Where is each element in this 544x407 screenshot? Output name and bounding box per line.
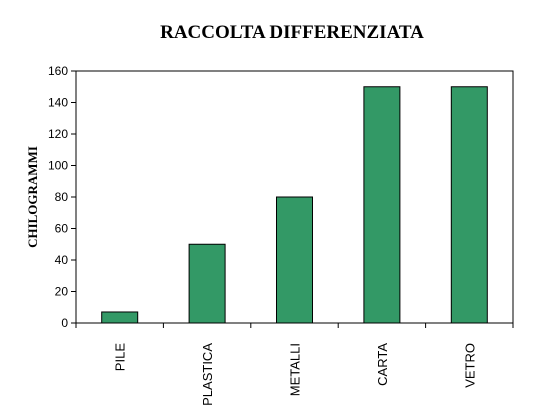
y-tick-label: 20 <box>55 285 69 299</box>
x-tick-label: CARTA <box>375 343 390 386</box>
bar-pile <box>101 311 139 324</box>
y-tick-label: 160 <box>48 64 68 78</box>
bars-layer <box>101 86 488 324</box>
bar-vetro <box>450 86 488 324</box>
chart-title: RACCOLTA DIFFERENZIATA <box>160 22 424 43</box>
y-tick-label: 80 <box>55 190 69 204</box>
y-tick-label: 0 <box>61 316 68 330</box>
y-tick-label: 140 <box>48 96 68 110</box>
x-tick-label: VETRO <box>462 343 477 388</box>
x-tick-label: PILE <box>113 343 128 372</box>
bar-plastica <box>188 243 226 324</box>
y-tick-label: 120 <box>48 127 68 141</box>
y-tick-label: 100 <box>48 159 68 173</box>
y-tick-label: 40 <box>55 253 69 267</box>
y-axis: 0 20 40 60 80 100 120 140 160 <box>48 64 76 330</box>
y-axis-title: CHILOGRAMMI <box>25 146 40 248</box>
bar-metalli <box>276 196 313 324</box>
y-tick-label: 60 <box>55 222 69 236</box>
x-tick-label: PLASTICA <box>200 343 215 406</box>
x-axis: PILE PLASTICA METALLI CARTA VETRO <box>75 323 514 406</box>
bar-carta <box>363 86 401 324</box>
x-tick-label: METALLI <box>288 343 303 396</box>
